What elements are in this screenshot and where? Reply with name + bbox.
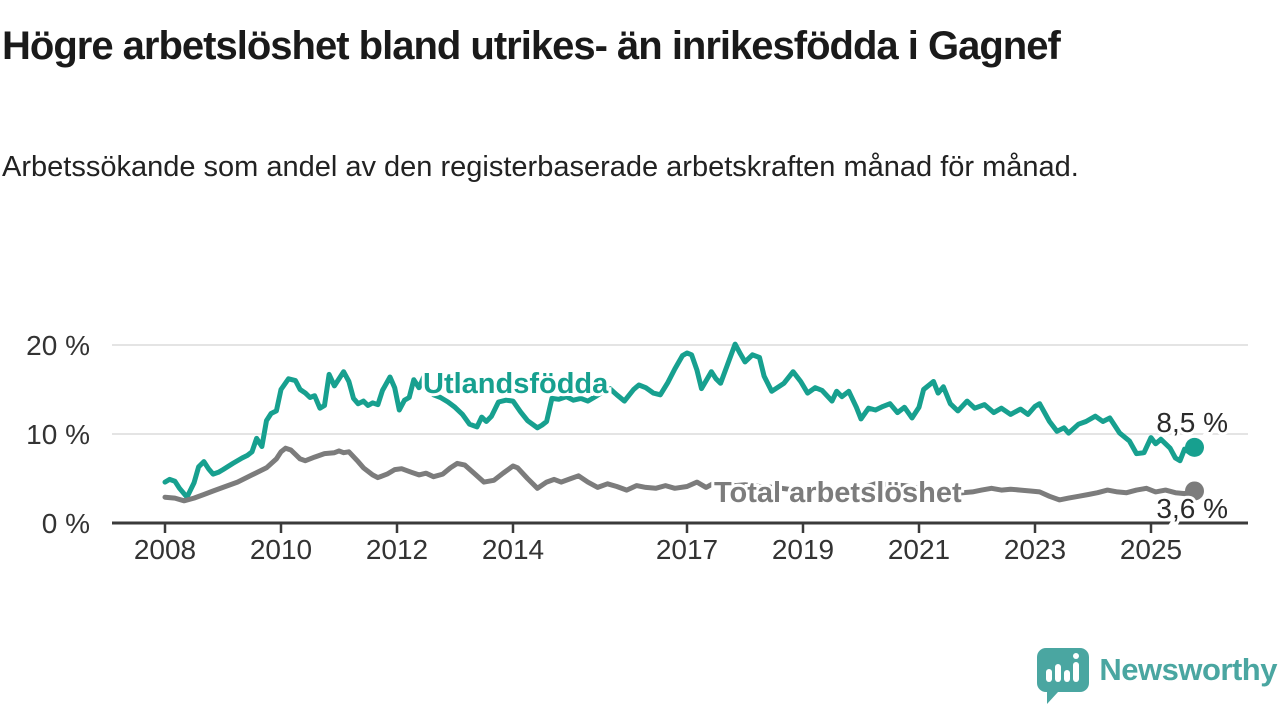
- y-tick-label-20: 20 %: [26, 330, 90, 361]
- end-value-label-total: 3,6 %: [1156, 493, 1228, 524]
- x-tick-label-2012: 2012: [366, 534, 428, 565]
- x-tick-label-2019: 2019: [772, 534, 834, 565]
- x-tick-label-2008: 2008: [134, 534, 196, 565]
- chart-header: Högre arbetslöshet bland utrikes- än inr…: [2, 22, 1182, 188]
- end-value-label-utlandsfodda: 8,5 %: [1156, 407, 1228, 438]
- series-label-utlandsfodda: Utlandsfödda: [423, 368, 609, 400]
- y-tick-label-0: 0 %: [42, 508, 90, 539]
- x-tick-label-2014: 2014: [482, 534, 544, 565]
- x-tick-label-2025: 2025: [1120, 534, 1182, 565]
- y-tick-label-10: 10 %: [26, 419, 90, 450]
- chart-subtitle: Arbetssökande som andel av den registerb…: [2, 151, 1079, 183]
- end-dot-total: [1185, 481, 1204, 501]
- x-tick-label-2010: 2010: [250, 534, 312, 565]
- end-dot-utlandsfodda: [1185, 437, 1204, 457]
- newsworthy-logo: Newsworthy: [1034, 644, 1277, 706]
- speech-bubble-bar-chart-icon: [1037, 648, 1090, 704]
- chart-title: Högre arbetslöshet bland utrikes- än inr…: [2, 24, 1061, 68]
- x-tick-label-2021: 2021: [888, 534, 950, 565]
- series-line-total: [162, 445, 1197, 504]
- series-label-total: Total arbetslöshet: [714, 477, 962, 509]
- series-line-utlandsfodda: [162, 341, 1197, 500]
- x-tick-label-2023: 2023: [1004, 534, 1066, 565]
- x-tick-label-2017: 2017: [656, 534, 718, 565]
- newsworthy-wordmark: Newsworthy: [1099, 652, 1277, 687]
